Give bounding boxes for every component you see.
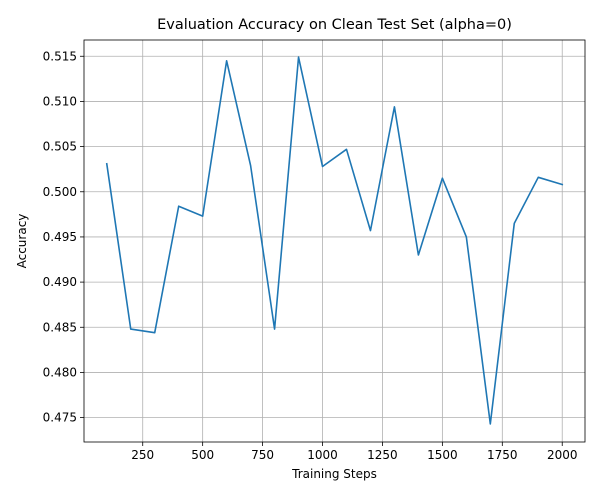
x-tick-label: 1250 [367,448,398,462]
x-tick-label: 1750 [487,448,518,462]
y-tick-label: 0.515 [43,49,77,63]
y-tick-label: 0.495 [43,230,77,244]
x-tick-label: 750 [251,448,274,462]
y-tick-label: 0.475 [43,411,77,425]
series-line [105,56,564,425]
y-tick-label: 0.480 [43,365,77,379]
x-tick-label: 2000 [547,448,578,462]
y-tick-label: 0.485 [43,320,77,334]
x-axis-label: Training Steps [291,467,377,481]
y-tick-label: 0.500 [43,185,77,199]
y-tick-label: 0.505 [43,140,77,154]
x-tick-label: 500 [191,448,214,462]
plot-frame [83,39,586,443]
x-tick-label: 250 [131,448,154,462]
grid [84,40,585,442]
y-axis-label: Accuracy [15,214,29,269]
axis-ticks: 250 500 750 1000 1250 1500 1750 2000 0.475 0.480 0… [43,49,578,462]
x-tick-label: 1000 [307,448,338,462]
y-tick-label: 0.490 [43,275,77,289]
chart-title: Evaluation Accuracy on Clean Test Set (a… [157,17,512,33]
y-tick-label: 0.510 [43,94,77,108]
x-tick-label: 1500 [427,448,458,462]
series-layer [105,56,564,425]
